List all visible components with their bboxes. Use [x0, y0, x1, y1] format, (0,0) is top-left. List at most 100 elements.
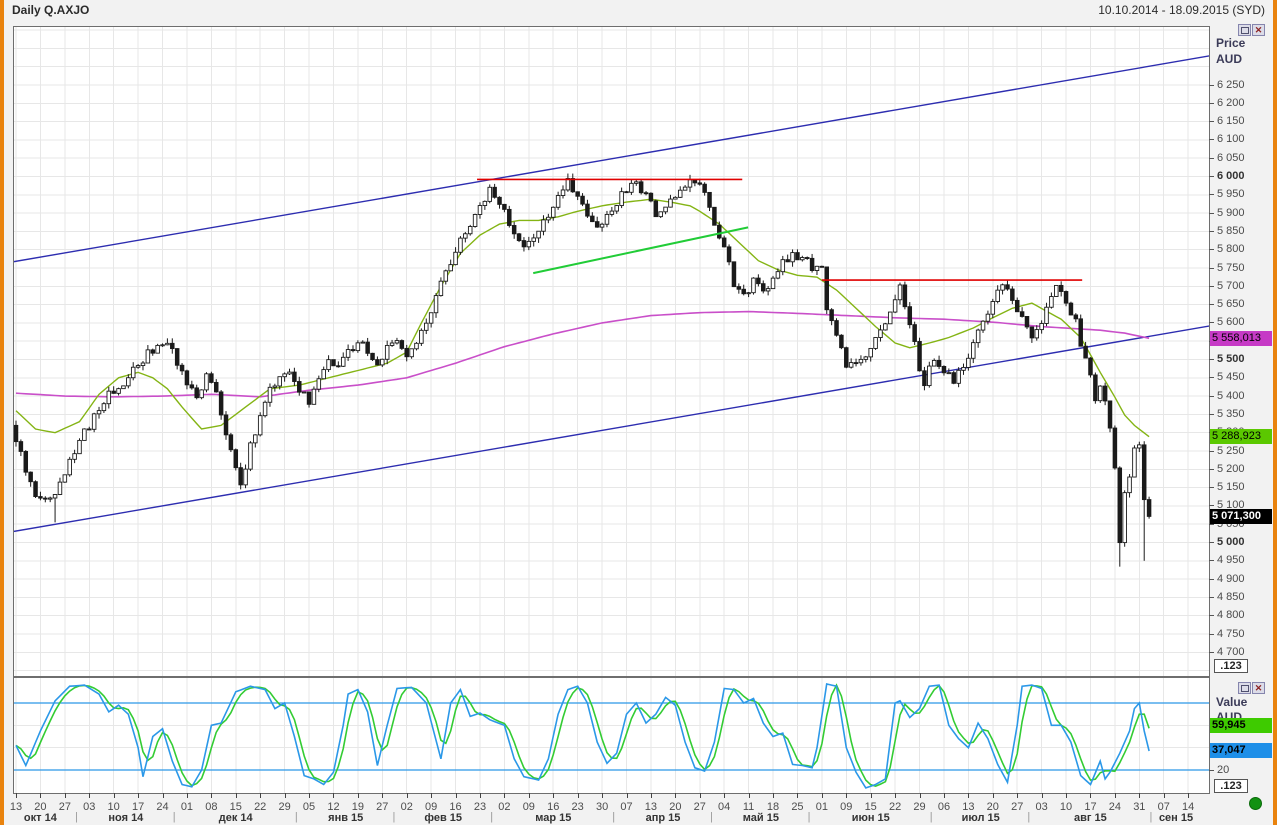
- candle[interactable]: [189, 384, 195, 389]
- channel-line[interactable]: [14, 55, 1209, 263]
- candle[interactable]: [1083, 345, 1088, 359]
- candle[interactable]: [594, 221, 600, 228]
- candle[interactable]: [555, 195, 561, 208]
- candle[interactable]: [228, 434, 234, 451]
- candle[interactable]: [1039, 323, 1044, 331]
- candle[interactable]: [463, 233, 468, 239]
- candle[interactable]: [668, 198, 673, 208]
- candle[interactable]: [980, 320, 986, 331]
- candle[interactable]: [287, 371, 292, 375]
- candle[interactable]: [834, 320, 839, 336]
- candle[interactable]: [1088, 357, 1093, 376]
- candle[interactable]: [624, 191, 629, 194]
- candle[interactable]: [209, 373, 214, 383]
- candle[interactable]: [213, 381, 219, 393]
- candle[interactable]: [140, 362, 146, 366]
- candle[interactable]: [121, 385, 126, 390]
- candle[interactable]: [130, 366, 136, 379]
- candle[interactable]: [96, 410, 102, 415]
- candle[interactable]: [1044, 306, 1049, 324]
- candle[interactable]: [643, 192, 649, 195]
- stochastic-d-line[interactable]: [15, 683, 1150, 788]
- candle[interactable]: [340, 356, 346, 367]
- candle[interactable]: [47, 497, 53, 500]
- candle[interactable]: [306, 391, 312, 405]
- candle[interactable]: [297, 381, 302, 393]
- candle[interactable]: [82, 428, 87, 441]
- candle[interactable]: [262, 401, 268, 417]
- candle[interactable]: [800, 257, 805, 261]
- candle[interactable]: [770, 277, 776, 290]
- candle[interactable]: [604, 213, 610, 225]
- candle[interactable]: [726, 246, 732, 263]
- candle[interactable]: [858, 358, 864, 364]
- candle[interactable]: [1005, 284, 1010, 290]
- candle[interactable]: [1102, 385, 1108, 402]
- candle[interactable]: [531, 237, 536, 242]
- candle[interactable]: [902, 284, 908, 308]
- candle[interactable]: [126, 377, 131, 387]
- candle[interactable]: [184, 370, 190, 386]
- candle[interactable]: [116, 388, 121, 394]
- trend-channel-lines[interactable]: [14, 55, 1209, 533]
- candle[interactable]: [1122, 492, 1127, 544]
- candle[interactable]: [453, 251, 458, 266]
- candle[interactable]: [111, 390, 116, 394]
- candle[interactable]: [1034, 329, 1040, 339]
- restore-icon[interactable]: [1238, 24, 1251, 36]
- candle[interactable]: [1063, 291, 1069, 304]
- candle[interactable]: [682, 186, 688, 191]
- candle[interactable]: [848, 362, 854, 368]
- candle[interactable]: [199, 389, 204, 399]
- candle[interactable]: [424, 322, 429, 331]
- candle[interactable]: [824, 266, 829, 311]
- candle[interactable]: [448, 264, 453, 272]
- candle[interactable]: [1112, 427, 1118, 469]
- candle[interactable]: [878, 329, 883, 338]
- candle[interactable]: [145, 349, 151, 364]
- resistance-lines[interactable]: [477, 178, 1083, 281]
- candle[interactable]: [1010, 288, 1015, 301]
- candle[interactable]: [638, 181, 644, 194]
- candle[interactable]: [277, 376, 282, 387]
- candle[interactable]: [756, 277, 761, 285]
- candle[interactable]: [575, 191, 580, 197]
- right-splitter-bar[interactable]: [1273, 0, 1277, 825]
- candle[interactable]: [956, 369, 961, 384]
- candle[interactable]: [1068, 302, 1074, 316]
- candle[interactable]: [345, 349, 351, 358]
- candle[interactable]: [931, 359, 937, 367]
- candle[interactable]: [516, 233, 522, 242]
- candle[interactable]: [301, 391, 307, 394]
- candle[interactable]: [990, 301, 996, 315]
- candle[interactable]: [941, 365, 947, 374]
- candle[interactable]: [892, 299, 898, 313]
- candle[interactable]: [936, 359, 942, 367]
- candle[interactable]: [780, 259, 786, 273]
- candle[interactable]: [887, 311, 893, 325]
- candle[interactable]: [160, 344, 165, 347]
- candle[interactable]: [687, 179, 693, 188]
- candle[interactable]: [692, 179, 698, 184]
- candle[interactable]: [585, 203, 590, 217]
- candle[interactable]: [912, 324, 917, 342]
- candle[interactable]: [204, 373, 209, 391]
- green-trend-line[interactable]: [533, 226, 749, 275]
- stochastic-canvas[interactable]: [14, 678, 1209, 793]
- candle[interactable]: [458, 237, 463, 253]
- candle[interactable]: [218, 391, 224, 416]
- candle[interactable]: [502, 203, 507, 210]
- candle[interactable]: [155, 344, 160, 354]
- value-decimal-badge[interactable]: .123: [1214, 779, 1248, 793]
- price-decimal-badge[interactable]: .123: [1214, 659, 1248, 673]
- candlestick-series[interactable]: [14, 173, 1152, 567]
- candle[interactable]: [765, 288, 771, 292]
- candle[interactable]: [609, 210, 615, 215]
- candle[interactable]: [106, 390, 112, 405]
- candle[interactable]: [1078, 318, 1083, 347]
- candle[interactable]: [414, 342, 419, 350]
- candle[interactable]: [565, 178, 571, 191]
- candle[interactable]: [511, 225, 517, 235]
- candle[interactable]: [677, 189, 683, 198]
- candle[interactable]: [1019, 311, 1025, 317]
